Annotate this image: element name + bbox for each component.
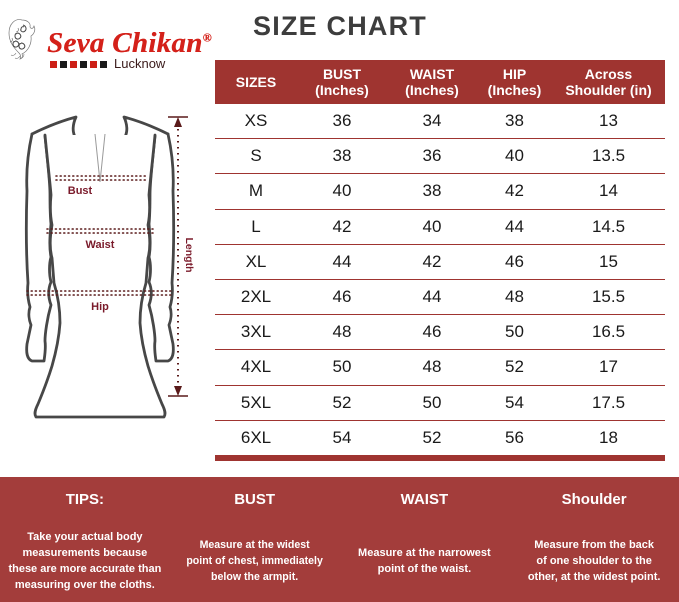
svg-text:Waist: Waist: [86, 239, 115, 251]
svg-text:Bust: Bust: [68, 185, 93, 197]
svg-text:Length: Length: [183, 238, 195, 273]
svg-text:Hip: Hip: [91, 301, 109, 313]
